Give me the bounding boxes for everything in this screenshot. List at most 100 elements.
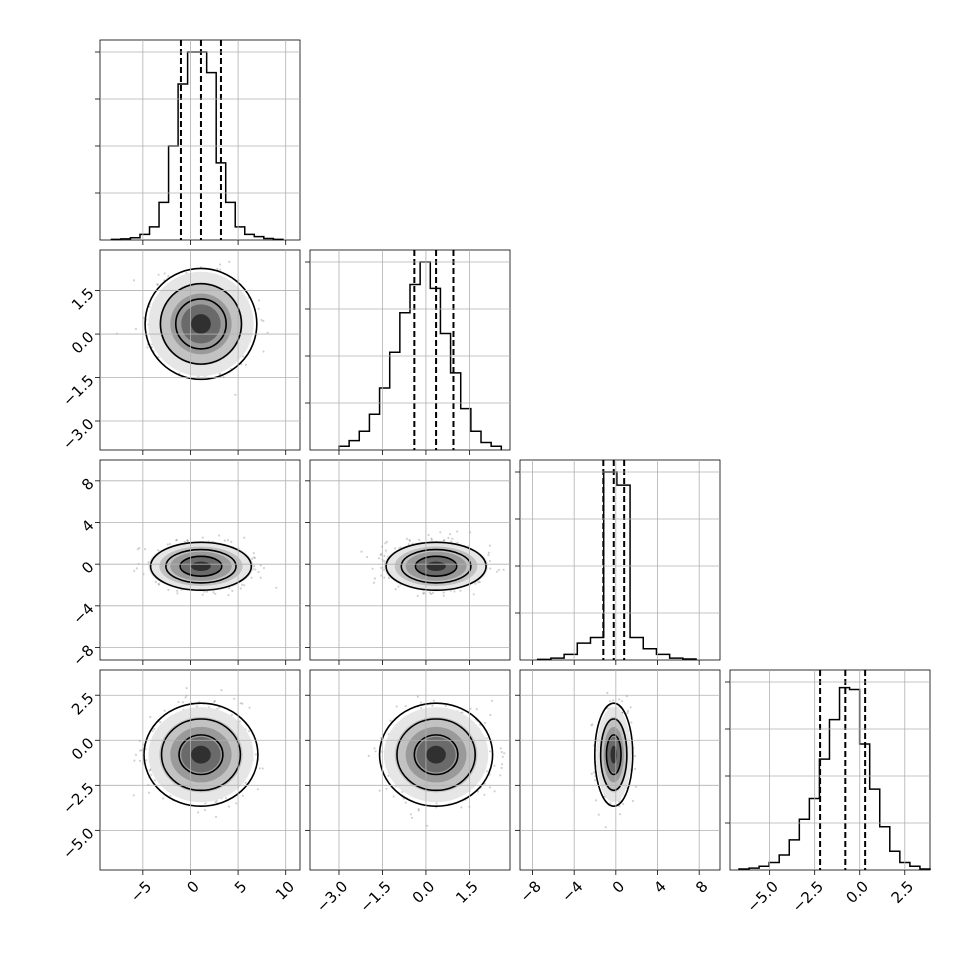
scatter-point	[475, 708, 478, 711]
scatter-point	[497, 568, 501, 571]
scatter-point	[408, 540, 412, 543]
hist-1	[338, 261, 503, 450]
x-tick-label: 5	[231, 877, 250, 896]
scatter-point	[238, 720, 241, 723]
scatter-point	[150, 773, 153, 776]
scatter-point	[154, 580, 157, 584]
contour-2	[378, 702, 494, 808]
scatter-point	[593, 779, 597, 782]
scatter-point	[409, 813, 412, 816]
scatter-point	[239, 587, 242, 590]
scatter-point	[608, 700, 612, 703]
scatter-point	[439, 531, 442, 534]
scatter-point	[459, 589, 462, 592]
scatter-point	[241, 583, 244, 586]
scatter-point	[183, 540, 186, 543]
panel-frame	[99, 669, 301, 871]
scatter-point	[223, 539, 226, 542]
scatter-point	[133, 569, 136, 573]
scatter-point	[140, 749, 143, 752]
scatter-point	[148, 791, 151, 794]
scatter-point	[590, 772, 593, 775]
scatter-point	[483, 721, 486, 725]
scatter-point	[385, 540, 388, 544]
scatter-point	[404, 705, 407, 708]
scatter-point	[132, 794, 135, 797]
contour-1	[396, 718, 477, 792]
x-tick-label: −8	[517, 877, 545, 905]
scatter-point	[635, 785, 638, 788]
scatter-point	[176, 592, 179, 595]
scatter-point	[493, 790, 496, 793]
scatter-point	[612, 699, 615, 702]
scatter-point	[254, 568, 257, 571]
scatter-point	[227, 594, 230, 597]
scatter-point	[252, 552, 255, 555]
scatter-point	[384, 549, 387, 552]
scatter-point	[478, 580, 481, 584]
contour-0	[414, 555, 458, 577]
scatter-point	[416, 594, 419, 598]
scatter-point	[149, 715, 152, 719]
scatter-point	[382, 560, 386, 563]
y-tick-label: −2.5	[59, 779, 97, 817]
scatter-point	[503, 752, 506, 755]
scatter-point	[139, 749, 142, 752]
scatter-point	[275, 586, 278, 589]
scatter-point	[460, 806, 463, 809]
scatter-point	[422, 592, 425, 595]
scatter-point	[218, 263, 222, 266]
panel-frame	[519, 459, 721, 661]
scatter-point	[430, 592, 433, 596]
scatter-point	[150, 346, 153, 349]
scatter-point	[134, 753, 138, 757]
scatter-point	[453, 590, 456, 593]
contour-0	[179, 555, 223, 577]
scatter-point	[262, 319, 265, 323]
scatter-point	[487, 554, 490, 557]
scatter-point	[456, 530, 459, 533]
scatter-point	[204, 802, 207, 805]
scatter-point	[431, 704, 434, 707]
contour-0	[413, 734, 459, 776]
scatter-point	[493, 764, 496, 767]
panel-frame	[309, 669, 511, 871]
scatter-point	[371, 567, 374, 570]
scatter-point	[144, 548, 147, 551]
scatter-clip	[115, 260, 269, 396]
scatter-point	[485, 737, 488, 740]
scatter-point	[394, 588, 397, 591]
scatter-point	[444, 704, 447, 708]
scatter-point	[420, 701, 423, 704]
scatter-clip	[132, 687, 264, 819]
scatter-point	[213, 699, 216, 703]
hist-panel-1	[309, 249, 511, 451]
y-tick-label: 0.0	[68, 328, 98, 358]
scatter-point	[392, 795, 395, 798]
scatter-point	[218, 372, 221, 375]
scatter-point	[394, 785, 397, 788]
x-tick-label: 0	[609, 877, 628, 896]
scatter-point	[253, 565, 256, 568]
scatter-point	[393, 547, 397, 550]
scatter-point	[374, 750, 377, 753]
scatter-panel-2-0	[99, 459, 301, 661]
scatter-point	[626, 711, 629, 715]
scatter-point	[163, 709, 166, 712]
y-tick-label: −5.0	[59, 824, 97, 862]
y-tick-label: 8	[78, 475, 97, 494]
scatter-point	[201, 593, 204, 596]
scatter-point	[241, 702, 244, 705]
scatter-point	[442, 591, 445, 594]
panel-frame	[309, 249, 511, 451]
scatter-point	[633, 755, 637, 758]
scatter-point	[214, 592, 217, 596]
scatter-point	[214, 815, 218, 819]
hist-panel-2	[519, 459, 721, 661]
scatter-point	[228, 260, 231, 263]
scatter-point	[499, 747, 502, 750]
scatter-point	[383, 576, 386, 579]
scatter-point	[186, 539, 189, 542]
scatter-point	[151, 729, 154, 733]
